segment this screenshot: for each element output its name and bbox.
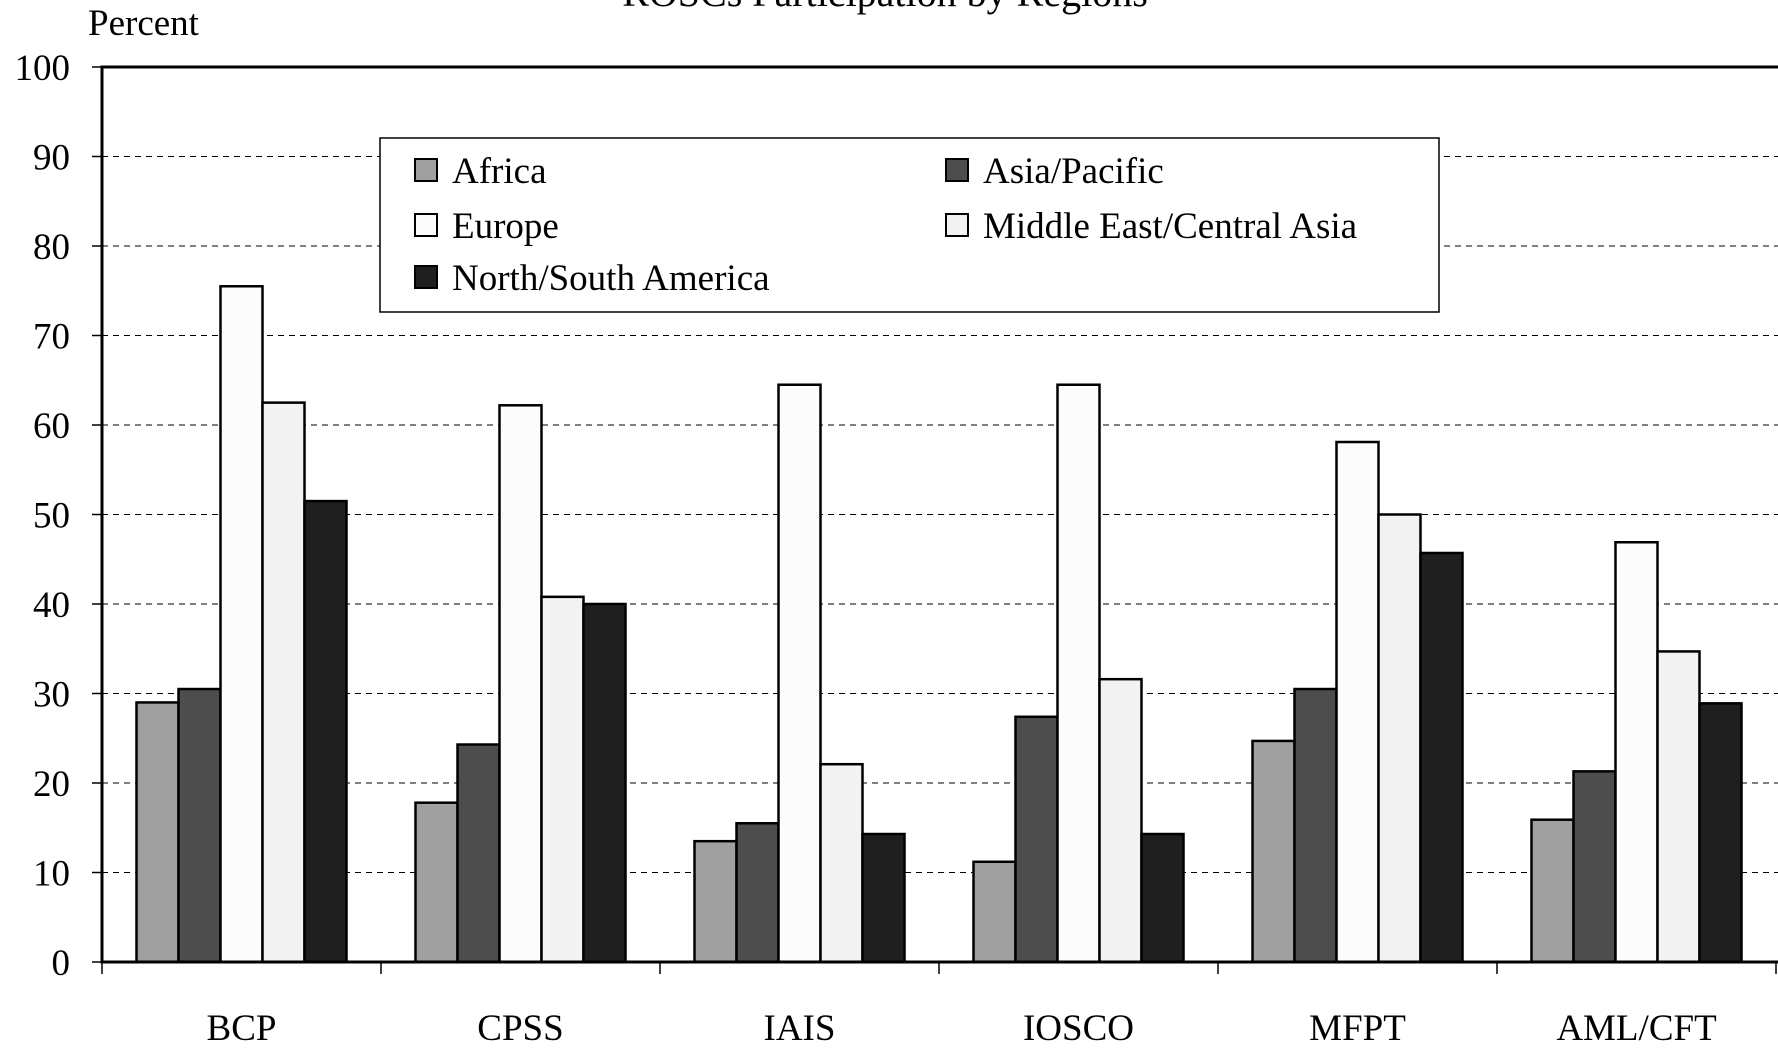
bar-asia-pacific-bcp [177, 687, 222, 964]
bar-africa-mfpt [1251, 739, 1296, 964]
bar-africa-iais [693, 839, 738, 964]
bar-north-south-america-iais [861, 832, 906, 964]
bar-africa-iosco [972, 860, 1017, 964]
bar-north-south-america-aml-cft [1698, 702, 1743, 964]
bar-europe-mfpt [1335, 440, 1380, 964]
x-tick-label: MFPT [1309, 1008, 1406, 1048]
bar-asia-pacific-iosco [1014, 715, 1059, 964]
y-tick-label: 20 [33, 764, 70, 805]
legend-swatch [414, 265, 438, 289]
y-tick-label: 70 [33, 317, 70, 358]
y-tick-label: 90 [33, 138, 70, 179]
legend-label: Asia/Pacific [983, 151, 1164, 192]
x-axis-ticks: BCP CPSS IAIS IOSCO MFPT AML/CFT [101, 962, 1777, 1048]
gridlines [102, 156, 1778, 873]
y-tick-label: 100 [15, 48, 71, 89]
bar-asia-pacific-mfpt [1293, 687, 1338, 964]
bar-north-south-america-bcp [303, 499, 348, 964]
bar-europe-aml-cft [1614, 540, 1659, 964]
bar-asia-pacific-aml-cft [1572, 770, 1617, 964]
bar-north-south-america-cpss [582, 602, 627, 964]
bar-north-south-america-mfpt [1419, 551, 1464, 964]
bar-middle-east-central-asia-mfpt [1377, 513, 1422, 964]
bar-asia-pacific-cpss [456, 743, 501, 964]
y-tick-label: 60 [33, 406, 70, 447]
legend-label: Middle East/Central Asia [983, 206, 1357, 247]
y-tick-label: 0 [52, 943, 71, 984]
plot-area-frame [100, 65, 1778, 964]
x-tick-label: IOSCO [1023, 1008, 1134, 1048]
bars [135, 285, 1743, 964]
bar-africa-aml-cft [1530, 818, 1575, 964]
bar-middle-east-central-asia-iosco [1098, 677, 1143, 964]
bar-europe-iais [777, 383, 822, 964]
y-tick-label: 80 [33, 227, 70, 268]
x-tick-label: BCP [207, 1008, 277, 1048]
y-tick-label: 10 [33, 854, 70, 895]
bar-africa-bcp [135, 701, 180, 964]
bar-europe-bcp [219, 285, 264, 964]
legend-box [379, 137, 1440, 313]
legend-label: Europe [452, 206, 559, 247]
legend-swatch [414, 158, 438, 182]
legend-swatch [414, 213, 438, 237]
y-tick-label: 30 [33, 675, 70, 716]
legend: Africa Asia/Pacific Europe Middle East/Cent… [379, 137, 1440, 313]
chart-title: ROSCs Participation by Regions [622, 0, 1148, 15]
y-tick-label: 40 [33, 585, 70, 626]
bar-africa-cpss [414, 801, 459, 964]
bar-europe-iosco [1056, 383, 1101, 964]
legend-label: North/South America [452, 258, 770, 299]
legend-swatch [945, 213, 969, 237]
bar-middle-east-central-asia-cpss [540, 595, 585, 964]
y-axis-ticks: 0 10 20 30 40 50 60 70 80 90 100 [15, 48, 102, 984]
x-tick-label: AML/CFT [1556, 1008, 1716, 1048]
bar-middle-east-central-asia-aml-cft [1656, 650, 1701, 964]
legend-swatch [945, 158, 969, 182]
bar-asia-pacific-iais [735, 822, 780, 964]
y-tick-label: 50 [33, 496, 70, 537]
bar-middle-east-central-asia-iais [819, 762, 864, 964]
x-tick-label: IAIS [764, 1008, 836, 1048]
bar-middle-east-central-asia-bcp [261, 401, 306, 964]
x-tick-label: CPSS [477, 1008, 563, 1048]
bar-europe-cpss [498, 404, 543, 964]
legend-label: Africa [452, 151, 547, 192]
y-axis-label: Percent [88, 3, 200, 44]
bar-north-south-america-iosco [1140, 832, 1185, 964]
